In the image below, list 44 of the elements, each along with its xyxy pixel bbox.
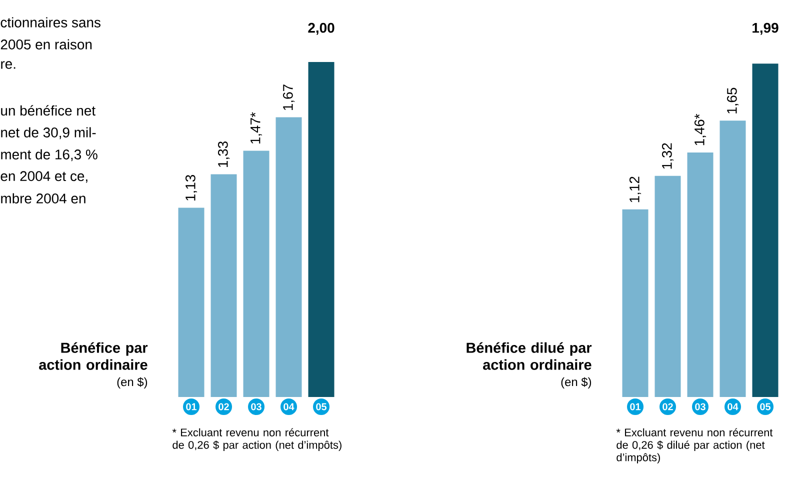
data-label: 1,13 [185,174,198,200]
data-label: 1,47* [250,112,262,144]
text: * Excluant revenu non récurrent de 0,26 $ par action (net d’impôts) [172,428,342,451]
bar [654,176,681,397]
text: (en $) [117,377,148,389]
data-label: 2,00 [308,22,334,35]
text: (en $) [561,377,592,389]
bar [210,174,237,397]
bar [276,117,302,397]
x-tick-label: 02 [218,403,229,410]
x-tick-label: 04 [728,403,738,410]
x-tick-label: 03 [695,403,706,410]
bar [308,62,334,397]
data-label: 1,33 [218,141,230,167]
text: ctionnaires sans [0,17,100,28]
bar [622,209,648,397]
bar [752,64,778,397]
data-label: 1,99 [752,22,778,35]
x-tick-label: 05 [316,403,327,410]
x-tick-label: 02 [662,403,673,410]
x-tick-label: 05 [760,403,771,410]
text: ment de 16,3 % [1,149,98,162]
text: Bénéfice dilué par action ordinaire [466,342,592,370]
bar [243,150,270,397]
bar [178,208,204,397]
bar [687,152,714,397]
x-tick-label: 03 [251,403,262,410]
text: * Excluant revenu non récurrent de 0,26 $ dilué par action (net d’impôts) [616,428,773,464]
data-label: 1,65 [726,88,739,114]
text: un bénéfice net [1,105,96,116]
data-label: 1,32 [662,143,674,169]
data-label: 1,46* [694,114,706,146]
text: re. [1,61,16,69]
x-tick-label: 01 [630,403,641,410]
text: net de 30,9 mil- [1,127,96,140]
x-tick-label: 01 [186,403,197,410]
text: 2005 en raison [0,39,92,50]
x-tick-label: 04 [284,403,294,410]
text: en 2004 et ce, [0,171,88,183]
text: Bénéfice par action ordinaire [39,342,148,370]
data-label: 1,12 [629,176,642,202]
data-label: 1,67 [282,84,295,110]
text: mbre 2004 en [1,193,86,204]
bar [720,120,746,397]
